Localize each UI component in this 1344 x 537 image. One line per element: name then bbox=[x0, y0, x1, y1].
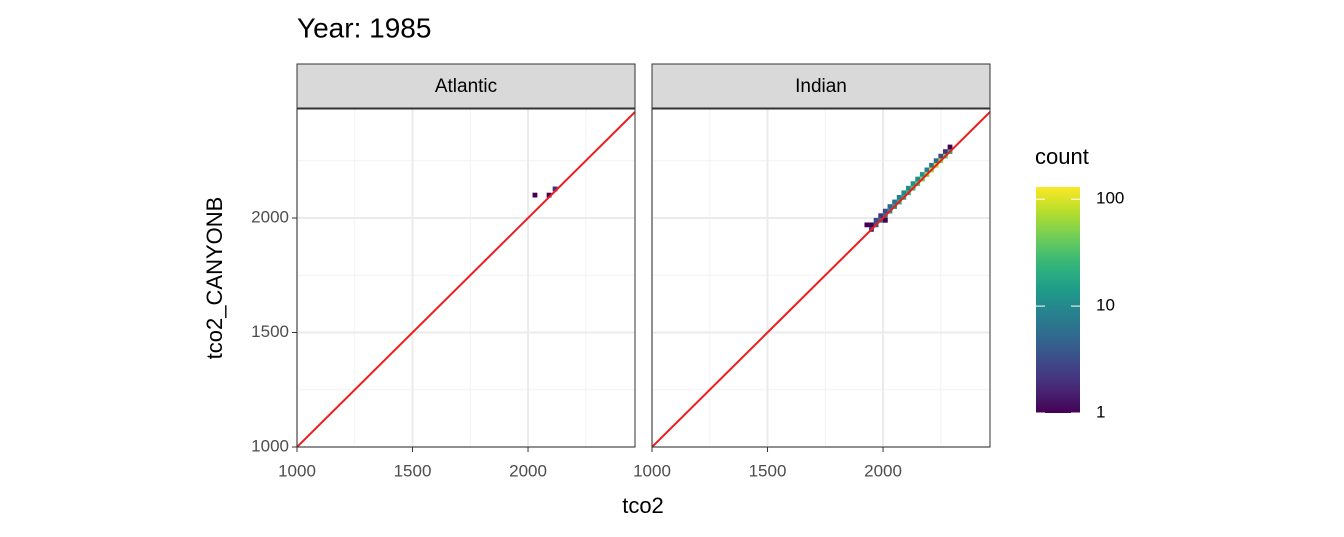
panel-border bbox=[296, 108, 636, 448]
bin-tile bbox=[910, 181, 916, 187]
bin-tile bbox=[887, 204, 893, 209]
bin-tile bbox=[906, 185, 911, 191]
bin-tile bbox=[929, 162, 934, 168]
facet-strip bbox=[296, 63, 636, 109]
bin-tile bbox=[878, 213, 884, 219]
x-tick-label: 1500 bbox=[394, 461, 432, 480]
bin-tile bbox=[919, 172, 925, 177]
bin-tile bbox=[546, 192, 552, 198]
colorbar-tick-label: 10 bbox=[1096, 296, 1115, 315]
bin-tile bbox=[943, 149, 948, 154]
x-tick-label: 2000 bbox=[509, 461, 547, 480]
y-axis-label: tco2_CANYONB bbox=[202, 197, 227, 360]
x-tick-label: 1000 bbox=[633, 461, 671, 480]
y-tick-label: 1500 bbox=[251, 322, 289, 341]
reference-line bbox=[297, 111, 635, 447]
chart-title: Year: 1985 bbox=[297, 12, 431, 43]
bin-tile bbox=[532, 192, 538, 198]
bin-tile bbox=[882, 208, 888, 214]
facet-label: Indian bbox=[795, 76, 847, 97]
colorbar-tick-label: 100 bbox=[1096, 189, 1124, 208]
bin-tile bbox=[938, 153, 944, 159]
bin-tile bbox=[915, 176, 921, 182]
colorbar-tick-label: 1 bbox=[1096, 402, 1105, 421]
bin-tile bbox=[924, 167, 930, 173]
facet-strip bbox=[651, 63, 991, 109]
bin-tile bbox=[933, 158, 939, 164]
bin-tile bbox=[896, 194, 902, 200]
reference-line bbox=[652, 111, 990, 447]
x-tick-label: 1000 bbox=[278, 461, 316, 480]
bin-tile bbox=[882, 217, 888, 223]
x-axis-label: tco2 bbox=[622, 493, 664, 518]
bin-tile bbox=[947, 144, 953, 150]
bin-tile bbox=[864, 222, 870, 228]
y-tick-label: 2000 bbox=[251, 207, 289, 226]
panel-border bbox=[651, 108, 991, 448]
x-tick-label: 2000 bbox=[864, 461, 902, 480]
facet-label: Atlantic bbox=[435, 76, 497, 97]
colorbar bbox=[1036, 187, 1080, 413]
bin-tile bbox=[873, 217, 879, 223]
y-tick-label: 1000 bbox=[251, 436, 289, 455]
bin-tile bbox=[901, 190, 907, 196]
bin-tile bbox=[892, 199, 897, 205]
legend-title: count bbox=[1035, 144, 1089, 169]
bin-tile bbox=[552, 186, 558, 192]
x-tick-label: 1500 bbox=[749, 461, 787, 480]
bin-tile bbox=[869, 222, 874, 228]
